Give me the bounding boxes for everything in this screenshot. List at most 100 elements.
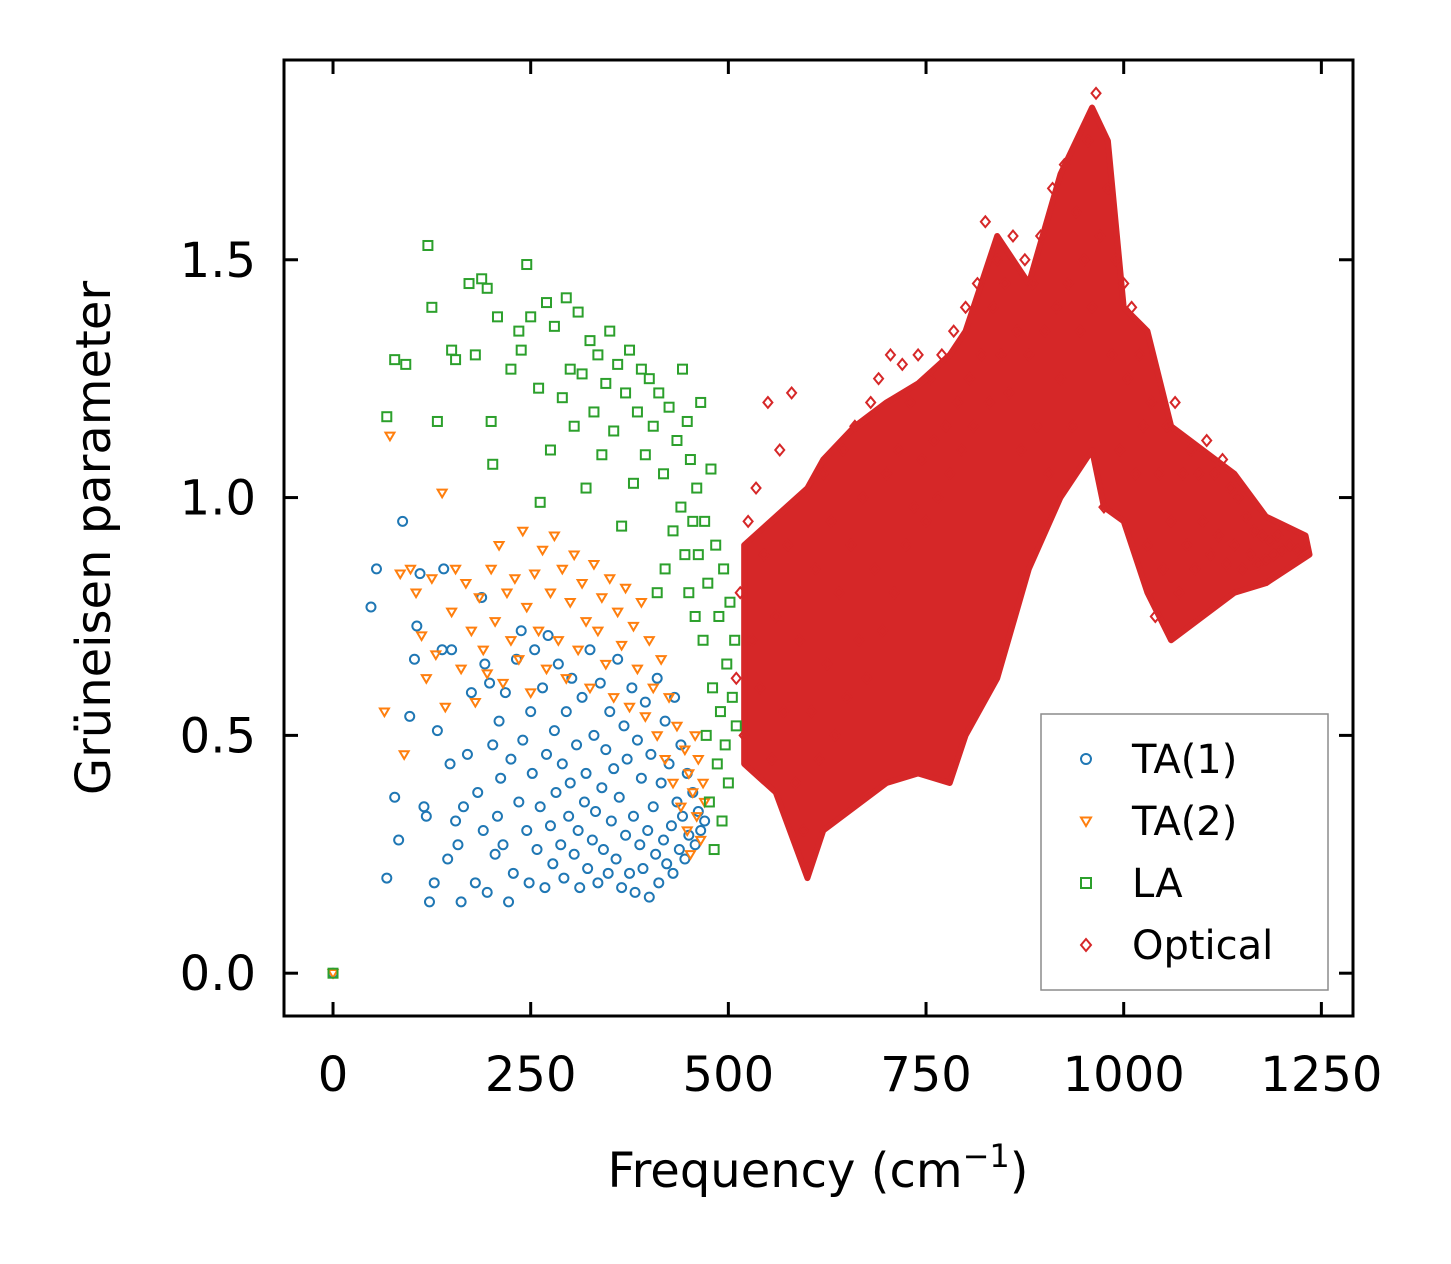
y-tick-label: 1.5 — [180, 233, 256, 289]
la-point — [560, 292, 572, 304]
la-point — [684, 454, 696, 466]
ta-1-point — [544, 820, 556, 832]
optical-point — [1220, 557, 1233, 572]
ta-1-point — [624, 867, 636, 879]
ta-1-point — [659, 715, 671, 727]
la-point — [608, 425, 620, 437]
ta-2-point — [654, 655, 668, 666]
ta-2-point — [579, 617, 593, 628]
optical-point — [1200, 433, 1213, 448]
la-point — [612, 358, 624, 370]
optical-point — [1074, 324, 1087, 339]
y-tick-label: 1.0 — [180, 471, 256, 527]
optical-point — [936, 347, 948, 362]
optical-point — [983, 395, 996, 410]
optical-point — [789, 775, 802, 790]
optical-point — [1019, 252, 1031, 267]
optical-point — [900, 538, 913, 553]
ta-2-point — [536, 545, 549, 557]
ta-2-point — [435, 488, 449, 500]
ta-2-point — [611, 607, 624, 619]
optical-point — [821, 657, 833, 672]
la-point — [726, 691, 738, 703]
la-point — [381, 411, 393, 423]
ta-2-point — [696, 778, 710, 790]
ta-1-point — [564, 777, 576, 789]
ta-2-point — [688, 731, 702, 742]
ta-1-point — [505, 753, 517, 765]
optical-point — [1204, 547, 1217, 562]
la-point — [675, 501, 687, 513]
ta-1-point — [515, 625, 527, 637]
optical-point — [853, 633, 865, 648]
la-point — [635, 363, 647, 375]
ta-1-point — [643, 891, 655, 903]
la-point — [718, 563, 730, 575]
la-point — [721, 658, 733, 670]
la-point — [446, 344, 458, 356]
ta-1-point — [450, 815, 462, 827]
ta-1-point — [469, 877, 481, 889]
ta-1-point — [420, 810, 432, 822]
optical-point — [777, 704, 790, 719]
optical-point — [860, 671, 873, 686]
la-point — [647, 420, 659, 432]
la-point — [584, 335, 596, 347]
optical-point — [896, 357, 909, 372]
la-point — [710, 539, 722, 551]
ta-1-point — [695, 825, 707, 837]
ta-2-point — [445, 607, 458, 619]
optical-point — [943, 466, 956, 481]
optical-point — [1011, 324, 1023, 339]
ta-2-point — [639, 712, 652, 723]
la-point — [327, 967, 339, 979]
la-point — [695, 396, 707, 408]
optical-point — [1062, 276, 1075, 291]
ta-2-point — [607, 693, 620, 704]
ta-1-point — [588, 729, 600, 741]
optical-point — [1256, 528, 1268, 543]
la-point — [651, 587, 663, 599]
optical-point — [868, 561, 881, 576]
ta-2-point — [635, 598, 648, 609]
la-point — [580, 482, 592, 494]
y-tick-label: 0.0 — [180, 946, 256, 1002]
la-point — [692, 549, 704, 561]
optical-point — [1094, 229, 1106, 243]
ta-1-point — [423, 896, 435, 908]
ta-1-point — [667, 867, 679, 879]
optical-point — [1189, 561, 1201, 576]
ta-1-point — [491, 810, 503, 822]
optical-point — [1169, 395, 1181, 410]
ta-1-point — [507, 867, 519, 879]
ta-2-point — [459, 579, 473, 590]
ta-1-point — [418, 801, 430, 813]
optical-point — [1007, 229, 1019, 243]
ta-1-point — [408, 653, 420, 665]
la-point — [705, 463, 717, 475]
la-point — [708, 844, 720, 856]
la-point — [722, 777, 734, 789]
optical-point — [773, 443, 786, 457]
optical-point — [1098, 500, 1110, 515]
ta-1-point — [484, 677, 496, 689]
optical-point — [809, 561, 822, 576]
optical-point — [770, 609, 782, 624]
ta-1-point — [580, 767, 592, 779]
ta-1-point — [534, 801, 546, 813]
ta-1-point — [548, 725, 560, 737]
ta-2-point — [591, 626, 605, 638]
optical-point — [1212, 528, 1225, 543]
ta-2-point — [532, 626, 545, 638]
optical-point — [880, 466, 893, 481]
la-point — [700, 729, 712, 741]
optical-point — [856, 490, 869, 505]
legend-marker-optical — [1079, 937, 1093, 953]
la-point — [513, 325, 525, 337]
optical-point — [1248, 523, 1260, 538]
y-axis-label: Grüneisen parameter — [66, 281, 122, 796]
ta-2-point — [473, 593, 486, 604]
optical-point — [1058, 157, 1071, 172]
optical-point — [975, 347, 988, 362]
